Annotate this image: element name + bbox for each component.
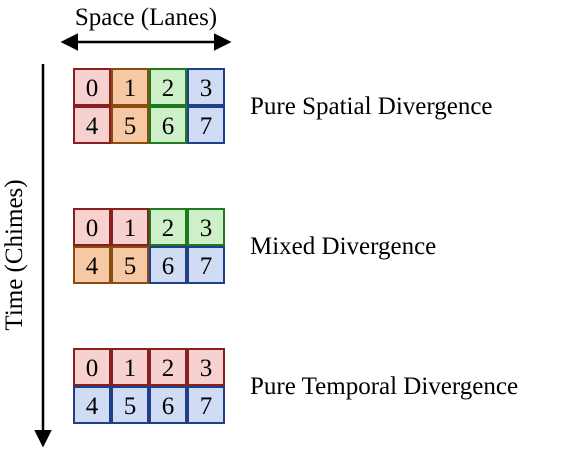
cell-box [73,386,111,424]
lane-cell: 0 [73,348,111,386]
cell-box [149,208,187,246]
cell-box [111,68,149,106]
cell-number: 1 [124,215,137,242]
cell-box [187,68,225,106]
lane-cell: 7 [187,106,225,144]
lane-cell: 5 [111,106,149,144]
cell-number: 3 [200,75,213,102]
lane-cell: 3 [187,348,225,386]
cell-number: 1 [124,75,137,102]
grid-1: 0 1 2 3 4 5 6 7 Pure Spatial Divergence [73,68,493,144]
cell-number: 6 [162,113,175,140]
cell-box [111,348,149,386]
cell-number: 5 [124,113,137,140]
cell-number: 0 [86,75,99,102]
grid-2: 0 1 2 3 4 5 6 7 Mixed Divergence [73,208,436,284]
cell-number: 4 [86,253,99,280]
cell-number: 2 [162,355,175,382]
lane-cell: 6 [149,246,187,284]
lane-cell: 5 [111,386,149,424]
cell-box [187,106,225,144]
cell-box [73,348,111,386]
space-axis-label: Space (Lanes) [75,4,217,31]
lane-cell: 7 [187,246,225,284]
lane-cell: 3 [187,68,225,106]
cell-number: 6 [162,253,175,280]
lane-cell: 2 [149,208,187,246]
cell-box [111,208,149,246]
cell-box [187,208,225,246]
divergence-label: Pure Spatial Divergence [250,93,493,120]
cell-box [111,106,149,144]
cell-number: 3 [200,215,213,242]
lane-cell: 4 [73,386,111,424]
cell-number: 6 [162,393,175,420]
cell-number: 5 [124,253,137,280]
cell-number: 7 [200,113,213,140]
cell-box [73,106,111,144]
cell-box [149,68,187,106]
cell-number: 3 [200,355,213,382]
cell-box [111,386,149,424]
lane-cell: 0 [73,68,111,106]
cell-box [73,208,111,246]
cell-box [111,246,149,284]
cell-box [187,348,225,386]
cell-box [149,246,187,284]
cell-number: 2 [162,215,175,242]
cell-number: 5 [124,393,137,420]
cell-box [187,246,225,284]
cell-number: 0 [86,215,99,242]
divergence-label: Mixed Divergence [250,233,436,260]
cell-box [149,348,187,386]
lane-cell: 5 [111,246,149,284]
cell-box [187,386,225,424]
cell-box [73,246,111,284]
cell-number: 4 [86,113,99,140]
lane-cell: 1 [111,68,149,106]
lane-cell: 4 [73,106,111,144]
lane-cell: 2 [149,348,187,386]
cell-box [73,68,111,106]
lane-cell: 6 [149,386,187,424]
lane-cell: 1 [111,348,149,386]
cell-box [149,106,187,144]
lane-cell: 4 [73,246,111,284]
cell-box [149,386,187,424]
cell-number: 2 [162,75,175,102]
cell-number: 1 [124,355,137,382]
cell-number: 7 [200,393,213,420]
lane-cell: 6 [149,106,187,144]
cell-number: 4 [86,393,99,420]
lane-cell: 7 [187,386,225,424]
lane-cell: 2 [149,68,187,106]
lane-cell: 1 [111,208,149,246]
divergence-label: Pure Temporal Divergence [250,373,518,400]
lane-cell: 3 [187,208,225,246]
cell-number: 0 [86,355,99,382]
time-axis-label: Time (Chimes) [1,179,28,330]
grid-3: 0 1 2 3 4 5 6 7 Pure Temporal Divergence [73,348,518,424]
lane-cell: 0 [73,208,111,246]
cell-number: 7 [200,253,213,280]
